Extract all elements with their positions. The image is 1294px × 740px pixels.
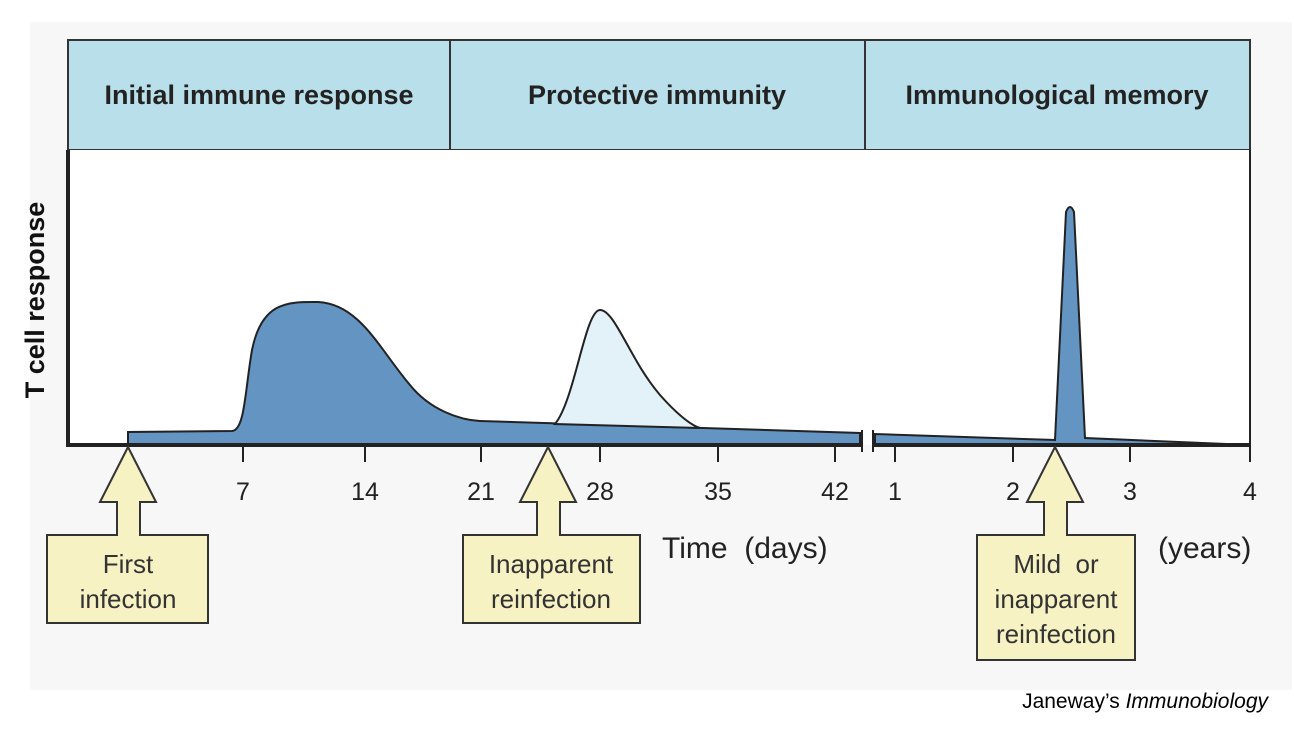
phase-header	[67, 39, 1251, 151]
tick-label: 7	[236, 478, 250, 506]
tick-label: 42	[821, 478, 849, 506]
primary-response-curve	[127, 300, 861, 446]
callout-text: Inapparent	[489, 549, 614, 579]
tick-marks	[242, 447, 1251, 462]
memory-response-curve	[874, 206, 1251, 446]
tick-label: 14	[351, 478, 379, 506]
tick-label: 28	[586, 478, 614, 506]
secondary-response-curve	[552, 308, 701, 429]
y-axis-label: T cell response	[20, 202, 50, 399]
tick-label: 35	[704, 478, 732, 506]
phase-memory: Immunological memory	[905, 80, 1208, 110]
first-infection-callout	[46, 444, 209, 624]
callout-text: Mild or	[1013, 549, 1099, 579]
mild-reinfection-callout	[976, 444, 1136, 661]
tick-label: 21	[467, 478, 495, 506]
phase-protective: Protective immunity	[528, 80, 786, 110]
callout-text: inapparent	[995, 584, 1119, 614]
credit-author: Janeway’s	[1022, 690, 1120, 713]
tick-label: 4	[1243, 478, 1257, 506]
credit: Janeway’s Immunobiology	[1022, 690, 1268, 714]
x-label-days: Time (days)	[662, 532, 828, 565]
phase-initial: Initial immune response	[104, 80, 413, 110]
callout-text: infection	[80, 584, 177, 614]
tick-label: 1	[888, 478, 902, 506]
callout-text: First	[103, 549, 154, 579]
x-label-years: (years)	[1158, 532, 1251, 565]
tick-label: 3	[1123, 478, 1137, 506]
callout-text: reinfection	[491, 584, 611, 614]
tick-label: 2	[1006, 478, 1020, 506]
credit-title: Immunobiology	[1125, 690, 1268, 713]
callout-text: reinfection	[996, 619, 1116, 649]
inapparent-reinfection-callout	[462, 444, 641, 624]
